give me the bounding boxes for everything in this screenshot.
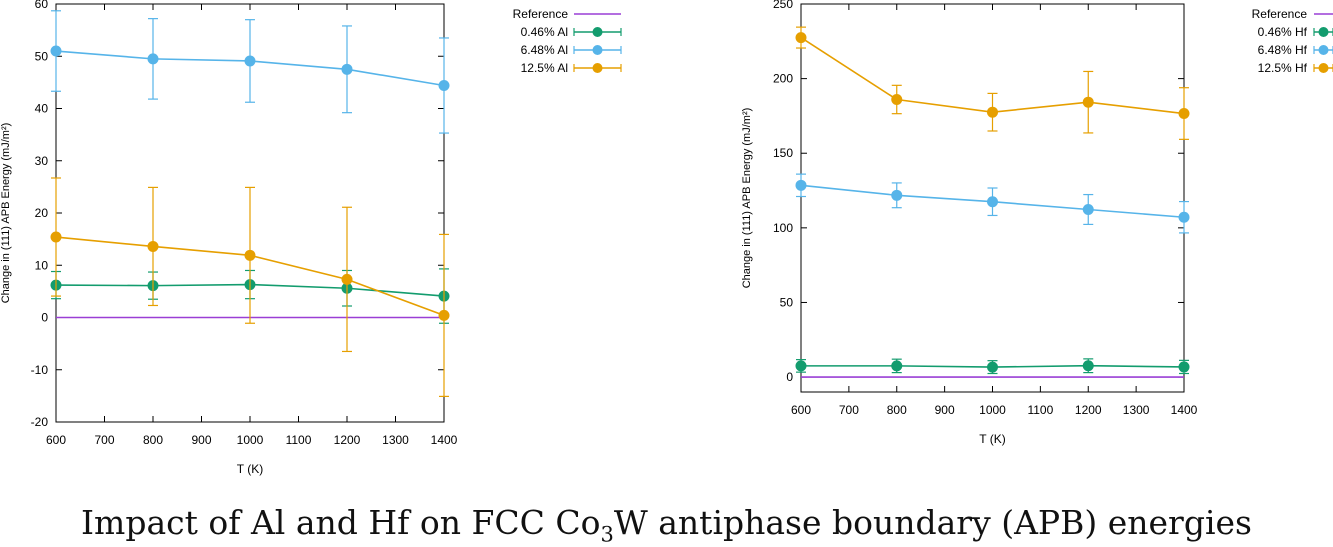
- hf-y-tick-label: 150: [773, 146, 793, 160]
- hf-series-low-point: [795, 360, 807, 372]
- hf-x-axis-label: T (K): [979, 432, 1005, 446]
- hf-series-low-point: [891, 360, 903, 372]
- al-series-mid-point: [50, 45, 62, 57]
- hf-x-tick-label: 1000: [979, 403, 1006, 417]
- hf-series-low-point: [987, 361, 998, 373]
- hf-legend-swatch-marker: [1318, 63, 1329, 73]
- al-x-axis-label: T (K): [237, 462, 263, 476]
- hf-x-tick-label: 900: [935, 403, 955, 417]
- hf-x-tick-label: 700: [839, 403, 859, 417]
- hf-x-tick-label: 1200: [1075, 403, 1102, 417]
- al-y-tick-label: 20: [35, 206, 49, 220]
- al-legend-label: 6.48% Al: [521, 43, 568, 57]
- al-series-mid-point: [147, 53, 159, 65]
- al-x-tick-label: 900: [191, 433, 211, 447]
- al-series-high-point: [438, 309, 450, 321]
- hf-x-tick-label: 1300: [1123, 403, 1150, 417]
- hf-y-tick-label: 50: [780, 295, 794, 309]
- al-legend-swatch-marker: [592, 27, 603, 37]
- hf-series-high-point: [891, 94, 903, 106]
- al-series-mid-point: [341, 63, 353, 75]
- al-series-mid-point: [244, 55, 256, 67]
- hf-series-high-point: [795, 32, 807, 44]
- al-legend-label: 12.5% Al: [521, 61, 568, 75]
- hf-series-mid-point: [891, 189, 903, 201]
- al-y-tick-label: 0: [41, 311, 48, 325]
- hf-legend-label: 6.48% Hf: [1258, 43, 1308, 57]
- hf-legend-label: 12.5% Hf: [1258, 61, 1308, 75]
- hf-x-tick-label: 600: [791, 403, 811, 417]
- hf-series-low-point: [1082, 360, 1094, 372]
- al-y-tick-label: 30: [35, 154, 49, 168]
- al-x-tick-label: 1300: [382, 433, 409, 447]
- al-x-tick-label: 1400: [431, 433, 458, 447]
- al-y-tick-label: 60: [35, 0, 49, 11]
- figure-caption: Impact of Al and Hf on FCC Co3W antiphas…: [0, 503, 1333, 547]
- al-series-high-point: [50, 231, 62, 243]
- al-y-tick-label: 10: [35, 258, 49, 272]
- al-y-tick-label: -10: [31, 363, 49, 377]
- al-series-high-point: [244, 249, 256, 261]
- al-x-tick-label: 700: [94, 433, 114, 447]
- hf-x-tick-label: 800: [887, 403, 907, 417]
- hf-legend-label: 0.46% Hf: [1258, 25, 1308, 39]
- hf-chart: 0 50 100 150 200 250 600 700 800 900 1000 1100 1200 1…: [741, 0, 1333, 446]
- hf-y-tick-label: 250: [773, 0, 793, 11]
- hf-y-tick-label: 0: [786, 370, 793, 384]
- al-x-tick-label: 1000: [237, 433, 264, 447]
- hf-series-mid-point: [1178, 211, 1190, 223]
- al-legend-swatch-marker: [592, 45, 603, 55]
- al-y-tick-label: -20: [31, 415, 49, 429]
- hf-series-high-point: [1082, 96, 1094, 108]
- hf-y-tick-label: 100: [773, 221, 793, 235]
- al-x-tick-label: 1200: [334, 433, 361, 447]
- hf-series-high-point: [987, 106, 998, 118]
- al-x-tick-label: 800: [143, 433, 163, 447]
- hf-series-mid-point: [795, 179, 807, 191]
- al-legend-label: Reference: [513, 7, 569, 21]
- hf-legend-swatch-marker: [1318, 27, 1329, 37]
- hf-legend-label: Reference: [1252, 7, 1308, 21]
- al-series-high-point: [147, 240, 159, 252]
- hf-x-tick-label: 1400: [1171, 403, 1198, 417]
- al-series-mid-point: [438, 80, 450, 92]
- hf-x-tick-label: 1100: [1027, 403, 1053, 417]
- hf-series-mid-point: [1082, 203, 1094, 215]
- hf-series-mid-point: [987, 196, 998, 208]
- hf-legend-swatch-marker: [1318, 45, 1329, 55]
- al-y-axis-label: Change in (111) APB Energy (mJ/m²): [0, 123, 12, 304]
- al-chart: -20 -10 0 10 20 30 40 50 60 600 700 800 900 1000 1100 1…: [0, 0, 622, 476]
- hf-series-high-point: [1178, 108, 1190, 120]
- al-legend-label: 0.46% Al: [521, 25, 568, 39]
- al-y-tick-label: 50: [35, 49, 49, 63]
- hf-y-axis-label: Change in (111) APB Energy (mJ/m²): [741, 108, 753, 289]
- caption-text-before: Impact of Al and Hf on FCC Co: [81, 503, 601, 542]
- al-legend-swatch-marker: [592, 63, 603, 73]
- al-x-tick-label: 1100: [286, 433, 312, 447]
- al-y-tick-label: 40: [35, 102, 49, 116]
- al-series-high-point: [341, 273, 353, 285]
- caption-subscript: 3: [600, 522, 614, 547]
- al-x-tick-label: 600: [46, 433, 66, 447]
- caption-text-after: W antiphase boundary (APB) energies: [613, 503, 1252, 542]
- hf-y-tick-label: 200: [773, 72, 793, 86]
- hf-series-low-point: [1178, 361, 1190, 373]
